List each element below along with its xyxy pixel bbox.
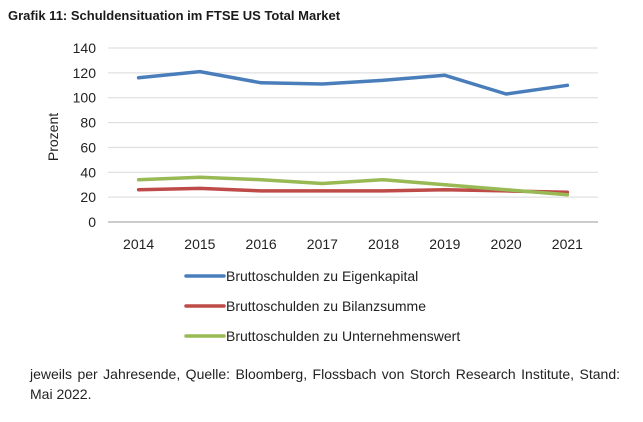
y-tick-label: 20 (80, 189, 96, 205)
x-tick-label: 2019 (429, 236, 460, 252)
legend: Bruttoschulden zu Eigenkapital Bruttoschu… (184, 268, 460, 344)
x-tick-label: 2014 (123, 236, 154, 252)
x-tick-label: 2017 (307, 236, 338, 252)
chart-title: Grafik 11: Schuldensituation im FTSE US … (8, 8, 341, 23)
x-axis-ticks: 2014 2015 2016 2017 2018 2019 2020 2021 (123, 236, 583, 252)
y-tick-label: 80 (80, 115, 96, 131)
y-tick-label: 100 (73, 90, 97, 106)
footnote: jeweils per Jahresende, Quelle: Bloomber… (30, 366, 620, 402)
x-tick-label: 2021 (552, 236, 583, 252)
x-tick-label: 2016 (246, 236, 277, 252)
legend-label: Bruttoschulden zu Unternehmenswert (226, 328, 460, 344)
y-axis-ticks: 0 20 40 60 80 100 120 140 (73, 40, 97, 230)
y-tick-label: 0 (88, 214, 96, 230)
series-line-3 (136, 175, 570, 197)
legend-label: Bruttoschulden zu Bilanzsumme (226, 298, 426, 314)
x-tick-label: 2018 (368, 236, 399, 252)
legend-item: Bruttoschulden zu Unternehmenswert (184, 328, 460, 344)
x-tick-label: 2015 (184, 236, 215, 252)
y-tick-label: 140 (73, 40, 97, 56)
series-line-1 (136, 69, 570, 96)
series-line-2 (136, 186, 570, 194)
series-lines (136, 69, 570, 197)
x-tick-label: 2020 (491, 236, 522, 252)
y-tick-label: 40 (80, 164, 96, 180)
legend-item: Bruttoschulden zu Bilanzsumme (184, 298, 426, 314)
legend-label: Bruttoschulden zu Eigenkapital (226, 268, 418, 284)
y-tick-label: 60 (80, 139, 96, 155)
y-tick-label: 120 (73, 65, 97, 81)
y-axis-title: Prozent (45, 113, 61, 161)
legend-item: Bruttoschulden zu Eigenkapital (184, 268, 418, 284)
